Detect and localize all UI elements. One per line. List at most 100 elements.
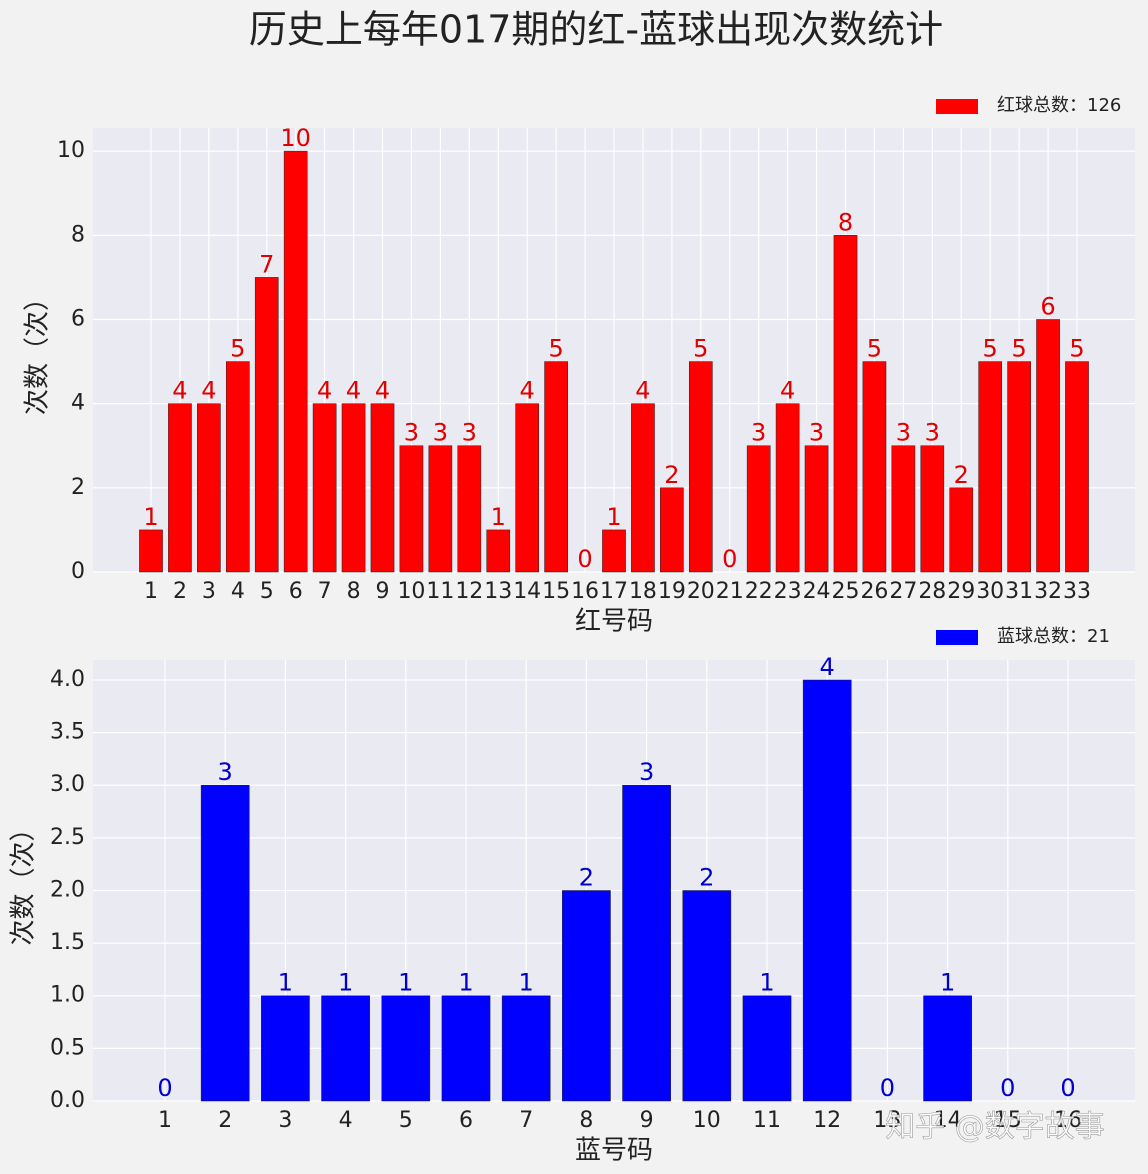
data-label: 5: [983, 335, 998, 363]
data-label: 5: [1069, 335, 1084, 363]
data-label: 1: [491, 503, 506, 531]
data-label: 8: [838, 208, 853, 236]
x-tick-label: 8: [347, 579, 361, 604]
x-tick-label: 5: [260, 579, 274, 604]
data-label: 4: [317, 377, 332, 405]
bar: [804, 445, 829, 573]
bar: [1036, 319, 1060, 573]
bar: [775, 403, 800, 573]
bar: [283, 150, 308, 573]
data-label: 2: [699, 863, 714, 891]
figure-title: 历史上每年017期的红-蓝球出现次数统计: [249, 8, 943, 52]
data-label: 4: [346, 377, 361, 405]
x-tick-label: 14: [513, 579, 541, 604]
x-tick-label: 3: [202, 579, 216, 604]
y-axis-label: 次数（次）: [23, 285, 53, 415]
x-tick-label: 19: [658, 579, 686, 604]
x-tick-label: 23: [774, 579, 802, 604]
x-tick-label: 4: [231, 579, 245, 604]
bar: [225, 361, 250, 573]
data-label: 1: [606, 503, 621, 531]
x-tick-label: 21: [716, 579, 744, 604]
bar: [515, 403, 540, 573]
y-tick-label: 1.5: [50, 930, 85, 955]
legend-swatch: [936, 99, 978, 114]
x-tick-label: 3: [278, 1108, 292, 1133]
y-tick-label: 0: [71, 559, 85, 584]
x-tick-label: 27: [889, 579, 917, 604]
x-tick-label: 6: [459, 1108, 473, 1133]
x-tick-label: 9: [640, 1108, 654, 1133]
data-label: 5: [867, 335, 882, 363]
legend-swatch: [936, 630, 978, 645]
x-tick-label: 10: [397, 579, 425, 604]
data-label: 1: [338, 969, 353, 997]
bar: [341, 403, 366, 573]
y-tick-label: 0.0: [50, 1088, 85, 1113]
data-label: 6: [1040, 292, 1055, 320]
bar: [920, 445, 945, 573]
x-tick-label: 16: [1054, 1108, 1082, 1133]
y-tick-label: 1.0: [50, 983, 85, 1008]
data-label: 0: [880, 1074, 895, 1102]
legend-label: 红球总数：126: [997, 95, 1121, 116]
x-tick-label: 6: [289, 579, 303, 604]
x-tick-label: 30: [976, 579, 1004, 604]
bar: [441, 995, 491, 1102]
watermark: 知乎 @数字故事: [885, 1110, 1105, 1145]
data-label: 5: [548, 335, 563, 363]
x-tick-label: 7: [318, 579, 332, 604]
y-tick-label: 3.0: [50, 772, 85, 797]
data-label: 0: [722, 545, 737, 573]
data-label: 5: [230, 335, 245, 363]
data-label: 5: [693, 335, 708, 363]
bar: [802, 679, 852, 1102]
data-label: 3: [639, 758, 654, 786]
bar: [562, 890, 611, 1102]
x-tick-label: 1: [144, 579, 158, 604]
x-tick-label: 4: [339, 1108, 353, 1133]
data-label: 3: [925, 419, 940, 447]
data-label: 4: [780, 377, 795, 405]
data-label: 0: [157, 1074, 172, 1102]
data-label: 0: [1060, 1074, 1075, 1102]
y-tick-label: 10: [57, 138, 85, 163]
bar: [200, 784, 250, 1102]
x-tick-label: 14: [934, 1108, 962, 1133]
data-label: 2: [954, 461, 969, 489]
x-tick-label: 16: [571, 579, 599, 604]
data-label: 3: [809, 419, 824, 447]
x-tick-label: 7: [519, 1108, 533, 1133]
data-label: 2: [579, 863, 594, 891]
bar: [660, 487, 684, 573]
x-tick-label: 31: [1005, 579, 1033, 604]
bar: [631, 403, 655, 573]
bar: [688, 361, 713, 573]
x-tick-label: 22: [745, 579, 773, 604]
y-tick-label: 4: [71, 391, 85, 416]
x-tick-label: 2: [173, 579, 187, 604]
bar: [544, 361, 568, 573]
data-label: 1: [759, 969, 774, 997]
bar: [742, 995, 792, 1102]
bar: [891, 445, 916, 573]
bar: [1065, 361, 1089, 573]
bar: [746, 445, 771, 573]
data-label: 1: [143, 503, 158, 531]
data-label: 4: [520, 377, 535, 405]
y-axis-label: 次数（次）: [9, 815, 39, 945]
data-label: 1: [278, 969, 293, 997]
bar: [486, 529, 511, 573]
bar: [682, 890, 732, 1102]
bar: [381, 995, 431, 1102]
data-label: 3: [433, 419, 448, 447]
x-tick-label: 13: [484, 579, 512, 604]
data-label: 3: [462, 419, 477, 447]
x-tick-label: 5: [399, 1108, 413, 1133]
bar: [1007, 361, 1031, 573]
data-label: 10: [280, 124, 311, 152]
data-label: 0: [1000, 1074, 1015, 1102]
bar: [428, 445, 453, 573]
x-tick-label: 12: [813, 1108, 841, 1133]
